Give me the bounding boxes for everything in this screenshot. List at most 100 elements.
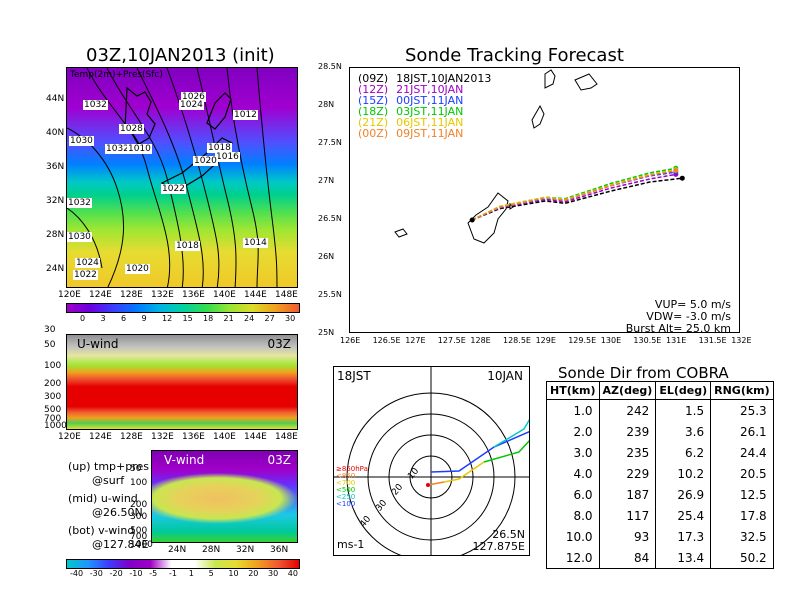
track-xtick: 127E: [405, 336, 426, 345]
pressure-legend-item: <500: [336, 486, 356, 494]
track-legend-item: (18Z) 03JST,11JAN: [358, 105, 463, 118]
isobar-label: 1032: [67, 198, 92, 208]
isobar-label: 1030: [67, 232, 92, 242]
sonde-cell: 1.5: [655, 399, 712, 421]
sonde-header-cell: HT(km): [546, 381, 600, 400]
vwind-xtick: 24N: [168, 545, 187, 555]
temp-pres-map: Temp(2m)+Pres(Sfc) 1026 1024 1032 1028 1030 1…: [66, 67, 298, 288]
wind-scale-label: 40: [287, 569, 298, 578]
sonde-cell: 8.0: [546, 505, 600, 526]
uwind-xtick: 132E: [151, 432, 174, 442]
sonde-title: Sonde Dir from COBRA: [558, 364, 729, 382]
sonde-cell: 25.4: [655, 505, 712, 526]
track-legend-time: 09JST,11JAN: [396, 127, 464, 140]
sonde-table-wrap: HT(km) AZ(deg) EL(deg) RNG(km) 1.0 242 1.5 25.…: [546, 381, 774, 569]
sonde-row: 8.0 117 25.4 17.8: [546, 505, 774, 526]
sonde-cell: 24.4: [710, 442, 774, 463]
sonde-header-cell: AZ(deg): [598, 381, 657, 400]
vwind-ytick: 50: [130, 464, 142, 474]
sonde-cell: 26.9: [655, 484, 712, 505]
track-lines: [469, 165, 685, 223]
map-xtick: 140E: [213, 290, 236, 300]
temp-scale-label: 3: [100, 314, 106, 323]
sonde-cell: 187: [598, 484, 657, 505]
track-svg: [394, 69, 685, 244]
sonde-cell: 50.2: [710, 547, 774, 569]
temp-scale-label: 12: [162, 314, 173, 323]
isobar-label: 1018: [207, 143, 232, 153]
isobar-label: 1026: [181, 92, 206, 102]
track-xtick: 128.5E: [503, 336, 531, 345]
map-ytick: 24N: [46, 264, 65, 274]
sonde-cell: 10.0: [546, 526, 600, 547]
vwind-label: V-wind: [164, 453, 205, 467]
track-title: Sonde Tracking Forecast: [405, 45, 624, 66]
sonde-cell: 12.5: [710, 484, 774, 505]
wind-scale-label: -1: [169, 569, 177, 578]
legend-line-1: (up) tmp+pres: [68, 460, 150, 473]
track-ytick: 26N: [318, 252, 335, 261]
vwind-ytick: 100: [130, 478, 148, 488]
isobar-label: 1022: [73, 270, 98, 280]
track-legend-time: 06JST,11JAN: [396, 116, 464, 129]
sonde-row: 4.0 229 10.2 20.5: [546, 463, 774, 484]
uwind-ytick: 200: [44, 379, 62, 389]
isobar-label: 1020: [125, 264, 150, 274]
track-legend-code: (12Z): [358, 83, 389, 96]
uwind-xtick: 140E: [213, 432, 236, 442]
track-xtick: 129E: [535, 336, 556, 345]
polar-svg: [334, 367, 529, 555]
track-ytick: 25N: [318, 328, 335, 337]
pressure-legend-item: <850: [336, 472, 356, 480]
vwind-xtick: 36N: [270, 545, 289, 555]
temp-scale-label: 6: [121, 314, 127, 323]
map-xtick: 120E: [58, 290, 81, 300]
sonde-row: 10.0 93 17.3 32.5: [546, 526, 774, 547]
wind-colorbar: [66, 559, 300, 569]
track-start-point: [469, 217, 475, 223]
sonde-cell: 10.2: [655, 463, 712, 484]
map-title: 03Z,10JAN2013 (init): [86, 45, 275, 66]
isobar-label: 1020: [193, 156, 218, 166]
track-ytick: 28N: [318, 100, 335, 109]
temp-scale-label: 15: [182, 314, 193, 323]
sonde-cell: 17.8: [710, 505, 774, 526]
sonde-row: 6.0 187 26.9 12.5: [546, 484, 774, 505]
polar-lat: 26.5N: [492, 528, 525, 541]
temp-scale-label: 24: [244, 314, 255, 323]
map-ytick: 28N: [46, 230, 65, 240]
track-xtick: 128E: [470, 336, 491, 345]
sonde-header-cell: RNG(km): [710, 381, 774, 400]
track-ytick: 28.5N: [318, 62, 342, 71]
sonde-row: 12.0 84 13.4 50.2: [546, 547, 774, 569]
track-xtick: 127.5E: [437, 336, 466, 345]
sonde-cell: 117: [598, 505, 657, 526]
track-xtick: 129.5E: [568, 336, 597, 345]
map-ytick: 44N: [46, 94, 65, 104]
legend-line-5: (bot) v-wind: [68, 524, 135, 537]
pressure-legend-item: <250: [336, 493, 356, 501]
track-series-line: [471, 169, 676, 221]
uwind-panel: U-wind 03Z: [66, 334, 298, 430]
track-ytick: 27.5N: [318, 138, 342, 147]
track-legend-item: (12Z) 21JST,10JAN: [358, 83, 463, 96]
sonde-row: 1.0 242 1.5 25.3: [546, 399, 774, 421]
sonde-cell: 4.0: [546, 463, 600, 484]
uwind-xtick: 144E: [244, 432, 267, 442]
wind-scale-label: -5: [149, 569, 158, 578]
temp-scale-label: 9: [141, 314, 147, 323]
map-xtick: 124E: [89, 290, 112, 300]
param-burst: Burst Alt= 25.0 km: [625, 322, 731, 333]
map-xtick: 132E: [151, 290, 174, 300]
map-xtick: 136E: [182, 290, 205, 300]
sonde-cell: 2.0: [546, 421, 600, 442]
map-label: Temp(2m)+Pres(Sfc): [70, 70, 163, 80]
sonde-cell: 13.4: [655, 547, 712, 569]
polar-lon: 127.875E: [472, 540, 525, 553]
temp-scale-label: 21: [223, 314, 234, 323]
isobar-label: 1018: [175, 241, 200, 251]
sonde-header-cell: EL(deg): [655, 381, 712, 400]
uwind-xtick: 136E: [182, 432, 205, 442]
wind-scale-label: -40: [70, 569, 84, 578]
sonde-cell: 25.3: [710, 399, 774, 421]
